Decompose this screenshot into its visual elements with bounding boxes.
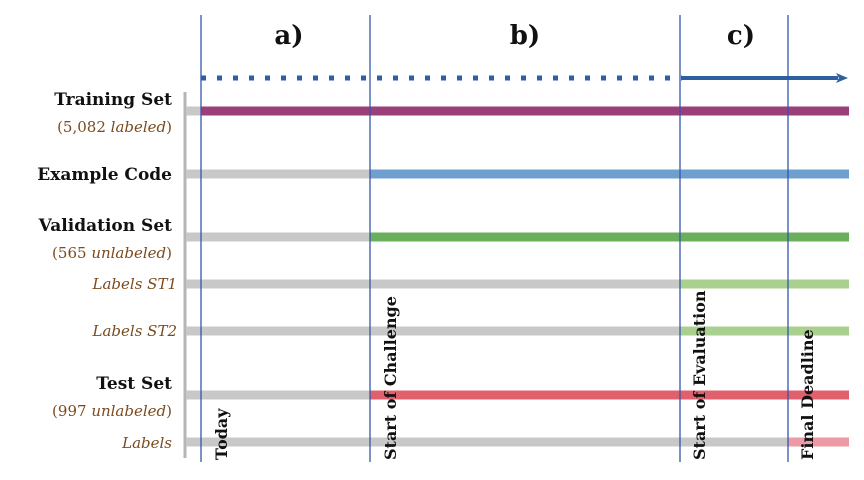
phase-b-label: b) <box>510 21 540 51</box>
row-bar-active <box>370 232 849 242</box>
row-label-labels: Labels <box>121 434 172 452</box>
phase-c-label: c) <box>727 21 755 51</box>
phase-a-label: a) <box>274 21 303 51</box>
row-label-test-set: Test Set <box>96 374 172 394</box>
row-bar-inactive <box>186 106 201 116</box>
row-bar-active <box>680 279 849 289</box>
row-bars <box>186 106 849 447</box>
row-bar-active <box>788 437 849 447</box>
row-sublabel-validation-set: (565 unlabeled) <box>52 244 172 262</box>
milestone-final-deadline: Final Deadline <box>798 329 817 460</box>
milestone-start-of-evaluation: Start of Evaluation <box>690 290 709 460</box>
row-bar-inactive <box>186 390 370 400</box>
row-bar-inactive <box>186 437 788 447</box>
row-bar-inactive <box>186 326 680 336</box>
row-bar-inactive <box>186 279 680 289</box>
row-sublabel-test-set: (997 unlabeled) <box>52 402 172 420</box>
row-label-training-set: Training Set <box>54 90 172 110</box>
row-label-example-code: Example Code <box>37 165 172 185</box>
row-bar-active <box>370 169 849 179</box>
row-label-validation-set: Validation Set <box>38 216 172 236</box>
row-bar-inactive <box>186 169 370 179</box>
row-bar-active <box>370 390 849 400</box>
milestone-start-of-challenge: Start of Challenge <box>381 296 400 460</box>
row-sublabel-training-set: (5,082 labeled) <box>57 118 172 136</box>
row-bar-active <box>680 326 849 336</box>
row-bar-inactive <box>186 232 370 242</box>
milestone-today: Today <box>212 408 231 460</box>
row-label-labels-st1: Labels ST1 <box>92 275 177 293</box>
row-bar-active <box>201 106 849 116</box>
row-label-labels-st2: Labels ST2 <box>92 322 177 340</box>
